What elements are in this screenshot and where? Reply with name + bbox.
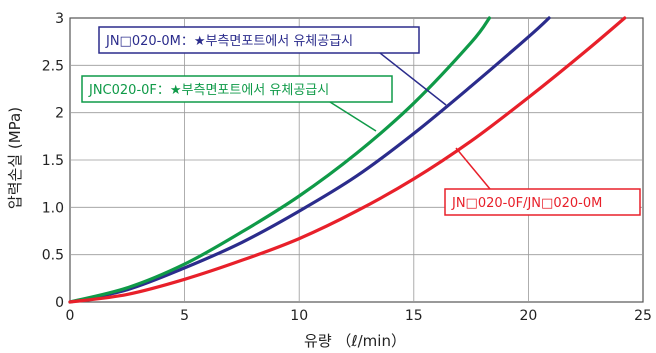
callout-blue: JN□020-0M：★부측면포트에서 유체공급시 bbox=[98, 26, 447, 106]
y-tick-label: 3 bbox=[55, 11, 64, 27]
y-tick-labels: 0 0.5 1.0 1.5 2 2.5 3 bbox=[42, 11, 64, 311]
x-tick-label: 10 bbox=[290, 308, 308, 324]
y-tick-label: 1.5 bbox=[42, 153, 64, 169]
x-tick-label: 5 bbox=[180, 308, 189, 324]
series-line-1 bbox=[68, 16, 551, 304]
x-axis-title: 유량 （ℓ/min） bbox=[304, 332, 406, 350]
x-tick-label: 0 bbox=[66, 308, 75, 324]
x-tick-label: 15 bbox=[405, 308, 423, 324]
callout-red: JN□020-0F/JN□020-0M bbox=[444, 147, 641, 216]
x-tick-labels: 0 5 10 15 20 25 bbox=[66, 308, 652, 324]
series-line-3 bbox=[68, 16, 627, 304]
y-tick-label: 2 bbox=[55, 106, 64, 122]
x-tick-label: 20 bbox=[519, 308, 537, 324]
callout-green-label: JNC020-0F：★부측면포트에서 유체공급시 bbox=[88, 83, 329, 98]
x-tick-label: 25 bbox=[634, 308, 652, 324]
y-axis-title: 압력손실 (MPa) bbox=[6, 107, 24, 209]
y-tick-label: 2.5 bbox=[42, 58, 64, 74]
y-tick-label: 1.0 bbox=[42, 200, 64, 216]
series-lines bbox=[68, 16, 627, 304]
y-tick-label: 0.5 bbox=[42, 248, 64, 264]
callout-blue-label: JN□020-0M：★부측면포트에서 유체공급시 bbox=[105, 34, 353, 49]
y-tick-label: 0 bbox=[55, 295, 64, 311]
callout-red-label: JN□020-0F/JN□020-0M bbox=[451, 196, 602, 211]
callout-green: JNC020-0F：★부측면포트에서 유체공급시 bbox=[81, 75, 393, 132]
series-line-2 bbox=[68, 16, 491, 304]
